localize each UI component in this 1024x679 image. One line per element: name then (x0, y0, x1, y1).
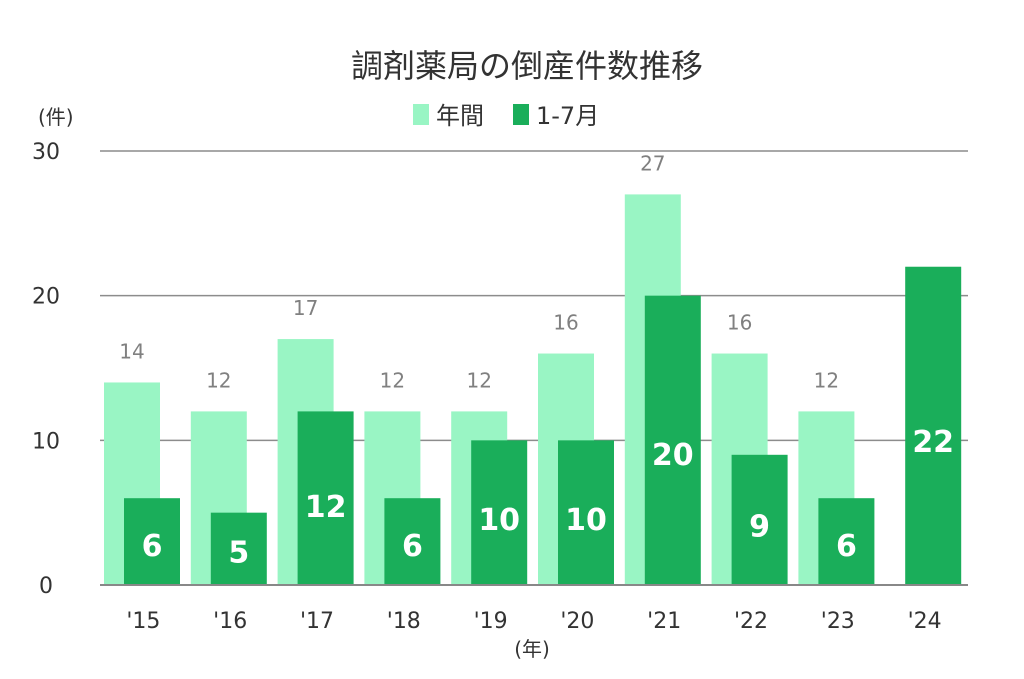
y-tick-label: 10 (32, 429, 60, 454)
bar-jan-jul (384, 498, 441, 585)
bar-jan-jul (818, 498, 875, 585)
x-tick-label: '20 (560, 609, 594, 634)
data-label-jan-jul: 10 (565, 503, 607, 538)
data-label-annual: 16 (727, 311, 752, 335)
y-tick-label: 0 (39, 574, 53, 599)
y-tick-label: 20 (32, 285, 60, 310)
bar-jan-jul (124, 498, 180, 585)
data-label-jan-jul: 22 (912, 425, 954, 460)
data-labels: 14 6 12 5 17 12 12 6 12 10 16 10 27 20 16 9 12 6 22 (119, 151, 954, 570)
data-label-jan-jul: 6 (142, 529, 163, 564)
y-axis-ticks: 0 10 20 30 (32, 140, 60, 599)
gridlines (100, 150, 968, 442)
data-label-jan-jul: 20 (652, 438, 694, 473)
data-label-jan-jul: 6 (402, 529, 423, 564)
bar-jan-jul (297, 411, 354, 585)
bar-jan-jul (210, 512, 267, 585)
x-tick-label: '22 (734, 609, 768, 634)
data-label-jan-jul: 12 (305, 490, 347, 525)
bars (104, 194, 962, 585)
x-tick-label: '18 (387, 609, 421, 634)
legend-label-jan-jul: 1-7月 (536, 102, 599, 130)
x-tick-label: '19 (474, 609, 508, 634)
x-tick-label: '17 (300, 609, 334, 634)
bar-jan-jul (558, 440, 614, 585)
data-label-jan-jul: 5 (228, 535, 249, 570)
bar-jan-jul (644, 295, 701, 585)
legend-swatch-annual (413, 104, 429, 125)
x-axis-ticks: '15 '16 '17 '18 '19 '20 '21 '22 '23 '24 (126, 609, 941, 634)
data-label-annual: 12 (814, 368, 839, 392)
chart-title: 調剤薬局の倒産件数推移 (351, 47, 703, 85)
y-tick-label: 30 (32, 140, 60, 165)
bar-jan-jul (731, 454, 788, 585)
data-label-jan-jul: 9 (749, 509, 770, 544)
data-label-annual: 14 (119, 339, 144, 363)
data-label-annual: 16 (553, 311, 578, 335)
x-tick-label: '24 (908, 609, 942, 634)
legend-swatch-jan-jul (513, 104, 529, 125)
legend-label-annual: 年間 (436, 102, 484, 130)
x-tick-label: '16 (213, 609, 247, 634)
x-tick-label: '23 (821, 609, 855, 634)
data-label-jan-jul: 6 (836, 529, 857, 564)
x-tick-label: '21 (647, 609, 681, 634)
data-label-annual: 12 (466, 368, 491, 392)
legend: 年間 1-7月 (413, 102, 599, 130)
x-axis-unit: (年) (514, 637, 550, 661)
y-axis-unit: (件) (38, 105, 74, 129)
data-label-annual: 17 (293, 296, 318, 320)
data-label-annual: 12 (206, 368, 231, 392)
data-label-annual: 27 (640, 151, 665, 175)
bar-jan-jul (905, 266, 962, 585)
data-label-jan-jul: 10 (478, 503, 520, 538)
data-label-annual: 12 (380, 368, 405, 392)
x-tick-label: '15 (126, 609, 160, 634)
bar-jan-jul (471, 440, 528, 585)
